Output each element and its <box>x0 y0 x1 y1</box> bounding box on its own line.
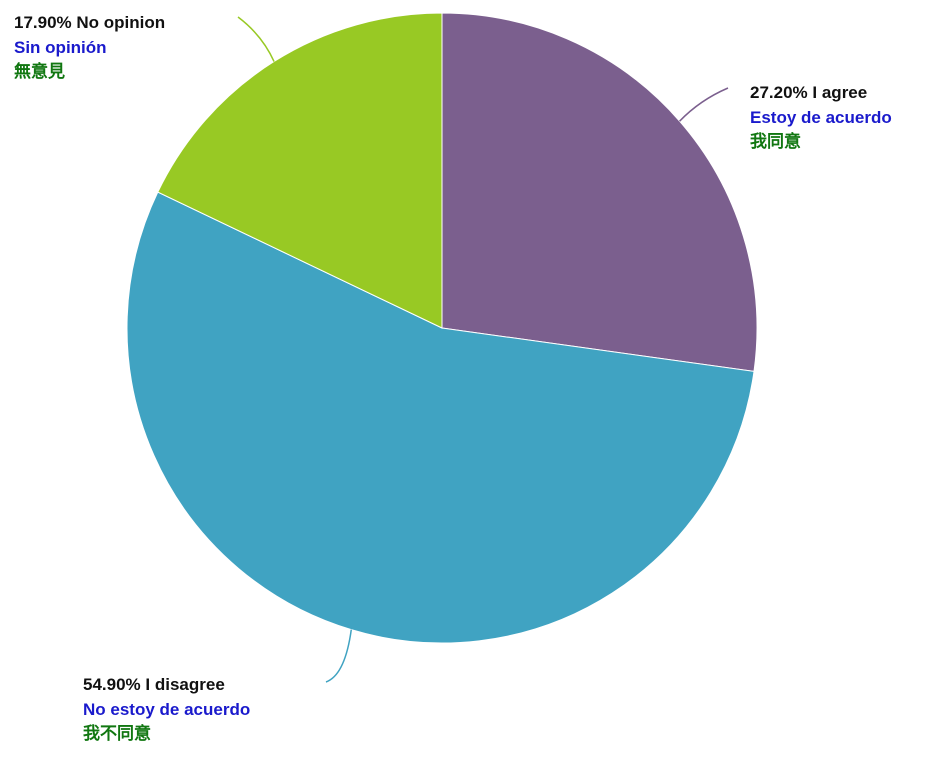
percent-noopinion: 17.90% <box>14 13 72 32</box>
percent-agree: 27.20% <box>750 83 808 102</box>
label-zh-agree: 我同意 <box>750 132 801 152</box>
label-es-noopinion: Sin opinión <box>14 38 107 57</box>
slice-label-noopinion: 17.90% No opinion Sin opinión 無意見 <box>14 10 165 85</box>
label-en-noopinion: No opinion <box>76 13 166 32</box>
label-es-agree: Estoy de acuerdo <box>750 108 892 127</box>
percent-disagree: 54.90% <box>83 675 141 694</box>
label-en-disagree: I disagree <box>145 675 225 694</box>
label-es-disagree: No estoy de acuerdo <box>83 700 251 719</box>
label-zh-noopinion: 無意見 <box>14 62 65 82</box>
slice-label-disagree: 54.90% I disagree No estoy de acuerdo 我不… <box>83 672 250 747</box>
leader-line-agree <box>679 87 729 122</box>
leader-line-disagree <box>325 629 353 683</box>
leader-line-noopinion <box>237 16 275 62</box>
label-zh-disagree: 我不同意 <box>83 724 151 744</box>
pie-slice-agree <box>441 12 758 372</box>
label-en-agree: I agree <box>812 83 868 102</box>
slice-label-agree: 27.20% I agree Estoy de acuerdo 我同意 <box>750 80 892 155</box>
